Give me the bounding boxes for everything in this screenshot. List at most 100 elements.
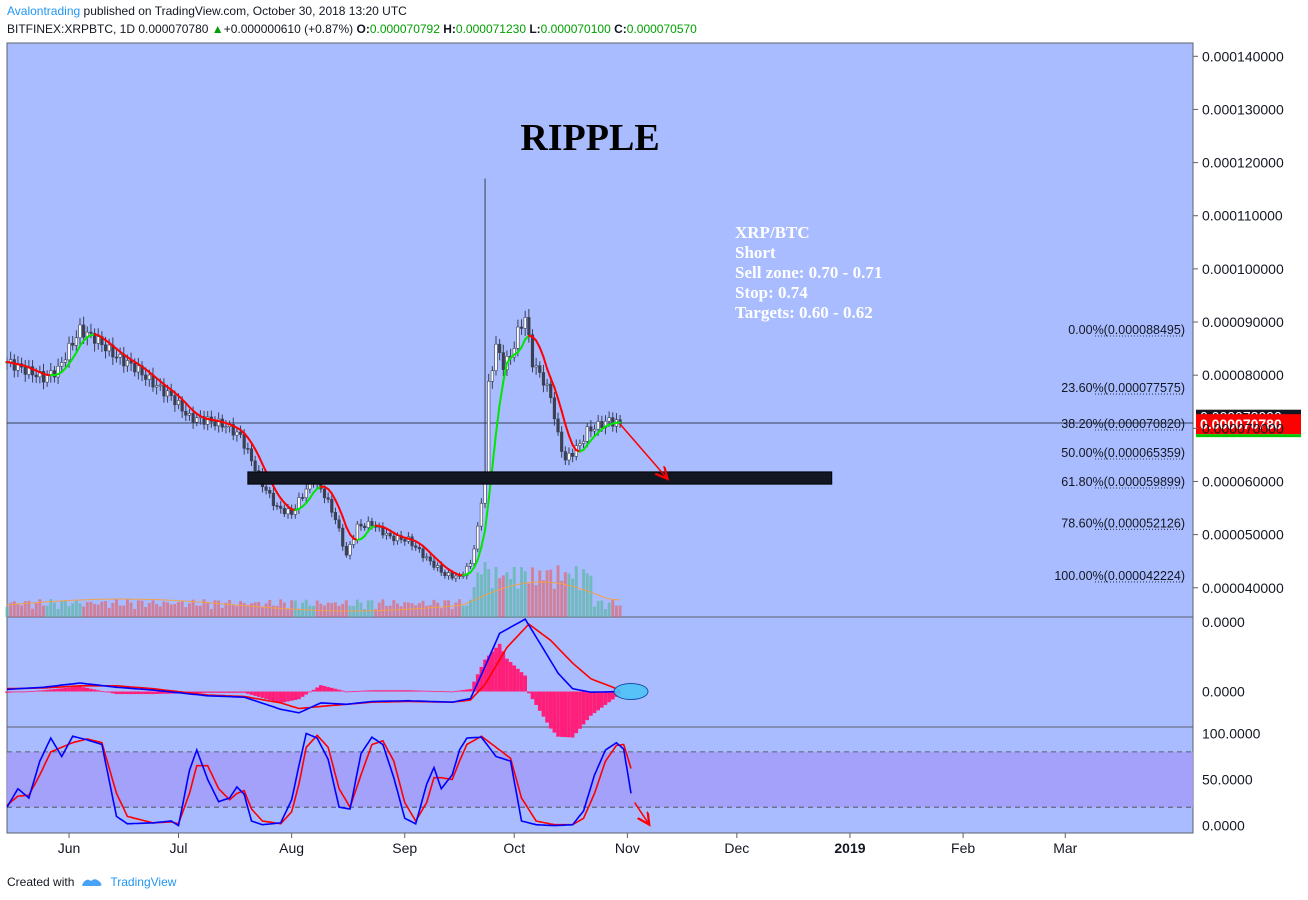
ma-segment-down (341, 515, 348, 529)
candle-body (454, 575, 458, 579)
volume-bar (12, 601, 16, 617)
macd-histogram-bar (479, 666, 484, 692)
macd-tick-label: 0.0000 (1202, 614, 1245, 630)
candle-body (136, 365, 140, 373)
created-with-label: Created with (7, 875, 75, 889)
volume-bar (220, 607, 224, 617)
volume-bar (206, 602, 210, 617)
price-tick-label: 0.000040000 (1202, 580, 1284, 596)
macd-histogram-bar (391, 690, 396, 692)
price-tick-label: 0.000080000 (1202, 367, 1284, 383)
price-pane[interactable] (6, 42, 1194, 618)
volume-bar (454, 602, 458, 617)
volume-bar (618, 605, 622, 617)
candle-body (224, 426, 228, 428)
macd-histogram-bar (322, 686, 327, 692)
volume-bar (399, 606, 403, 617)
time-tick-label: Aug (279, 840, 304, 856)
macd-histogram-bar (315, 687, 320, 692)
last-price-label-bg (1196, 414, 1301, 435)
volume-bar (5, 607, 9, 617)
ma-segment-down (254, 448, 260, 458)
macd-histogram-bar (238, 691, 243, 693)
macd-histogram-bar (348, 691, 352, 693)
candle-body (176, 400, 181, 406)
macd-pane[interactable] (6, 616, 1194, 728)
macd-histogram-bar (41, 690, 46, 692)
volume-bar (574, 566, 578, 617)
macd-histogram-bar (457, 690, 462, 692)
macd-histogram-bar (249, 691, 254, 695)
candle-body (567, 452, 571, 461)
volume-bar (100, 601, 104, 617)
ma-segment-up (78, 339, 85, 347)
author-link[interactable]: Avalontrading (7, 4, 81, 18)
tradingview-brand-link[interactable]: TradingView (110, 875, 177, 889)
ma-segment-down (250, 441, 257, 451)
price-axis[interactable] (1193, 43, 1301, 833)
volume-bar (155, 604, 159, 617)
macd-histogram-bar (589, 691, 593, 716)
macd-histogram-bar (366, 690, 371, 692)
time-tick-label: Jul (170, 840, 188, 856)
volume-bar (585, 573, 589, 617)
candle-body (184, 410, 188, 416)
volume-bar (512, 566, 516, 617)
volume-bar (198, 605, 202, 617)
volume-bar (333, 602, 337, 617)
volume-bar (425, 605, 429, 617)
ma-segment-down (538, 346, 545, 358)
macd-histogram-bar (446, 691, 451, 693)
ma-segment-down (542, 355, 549, 370)
macd-histogram-bar (165, 691, 170, 694)
macd-histogram-bar (129, 691, 133, 695)
volume-bar (23, 601, 27, 617)
ma-segment-down (553, 386, 560, 400)
candle-body (125, 360, 130, 367)
stoch-tick-label: 50.0000 (1202, 772, 1253, 788)
macd-histogram-bar (85, 687, 90, 692)
volume-bar (414, 605, 418, 617)
volume-bar (498, 578, 502, 617)
macd-histogram-bar (27, 691, 31, 693)
volume-bar (541, 580, 545, 617)
volume-bar (78, 603, 82, 617)
volume-bar (74, 600, 78, 617)
volume-bar (38, 599, 42, 617)
symbol-info-bar: BITFINEX:XRPBTC, 1D 0.000070780 ▲+0.0000… (7, 22, 697, 36)
macd-histogram-bar (596, 691, 600, 711)
volume-bar (487, 569, 491, 617)
candle-body (268, 490, 272, 494)
candle-body (45, 374, 49, 383)
ma-segment-up (480, 529, 487, 549)
candle-body (337, 519, 341, 529)
volume-bar (118, 605, 122, 617)
volume-bar (104, 601, 107, 617)
volume-bar (330, 602, 334, 617)
volume-bar (162, 601, 166, 617)
volume-bar (326, 602, 330, 617)
volume-bar (191, 599, 195, 617)
candle-body (538, 365, 542, 373)
macd-line (6, 618, 621, 714)
candle-body (592, 428, 597, 432)
volume-bar (268, 599, 272, 617)
macd-histogram-bar (512, 665, 517, 692)
macd-histogram-bar (132, 691, 137, 695)
volume-bar (472, 587, 476, 617)
candle-body (410, 536, 414, 547)
macd-histogram-bar (472, 681, 476, 692)
macd-histogram-bar (464, 689, 469, 692)
macd-histogram-bar (209, 691, 214, 693)
change-up-icon: ▲ (211, 22, 224, 36)
annotation-line: Targets: 0.60 - 0.62 (735, 303, 873, 322)
macd-histogram-bar (92, 689, 97, 692)
volume-bar (355, 599, 359, 617)
volume-bar (450, 609, 454, 617)
macd-histogram-bar (421, 690, 425, 692)
macd-histogram-bar (282, 691, 287, 703)
ma-segment-up (476, 546, 483, 561)
volume-bar (147, 602, 151, 617)
candle-body (231, 424, 235, 436)
